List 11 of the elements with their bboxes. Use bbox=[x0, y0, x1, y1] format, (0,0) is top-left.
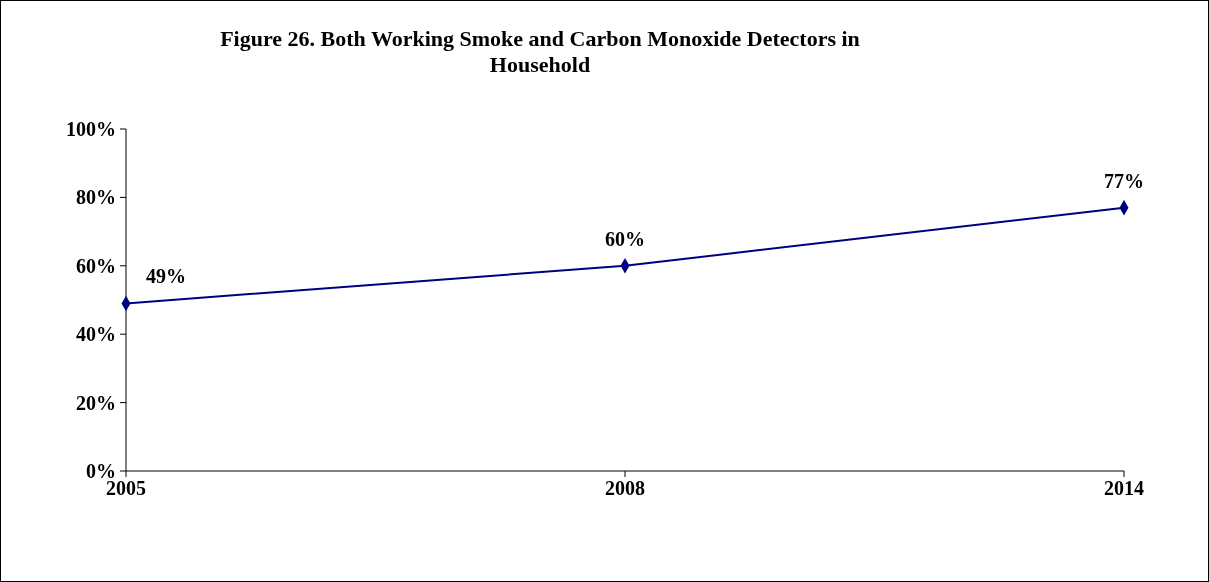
data-label: 77% bbox=[1104, 169, 1144, 192]
y-tick-label: 100% bbox=[66, 118, 116, 140]
y-tick-label: 60% bbox=[76, 254, 116, 277]
x-tick-label: 2008 bbox=[605, 477, 645, 499]
y-tick-label: 20% bbox=[76, 391, 116, 414]
x-tick-label: 2014 bbox=[1104, 477, 1144, 499]
y-tick-label: 40% bbox=[76, 323, 116, 346]
data-label: 60% bbox=[605, 227, 645, 250]
data-label: 49% bbox=[146, 265, 186, 288]
chart-title: Figure 26. Both Working Smoke and Carbon Monoxide Detectors in Household bbox=[220, 26, 860, 77]
y-tick-label: 80% bbox=[76, 186, 116, 209]
